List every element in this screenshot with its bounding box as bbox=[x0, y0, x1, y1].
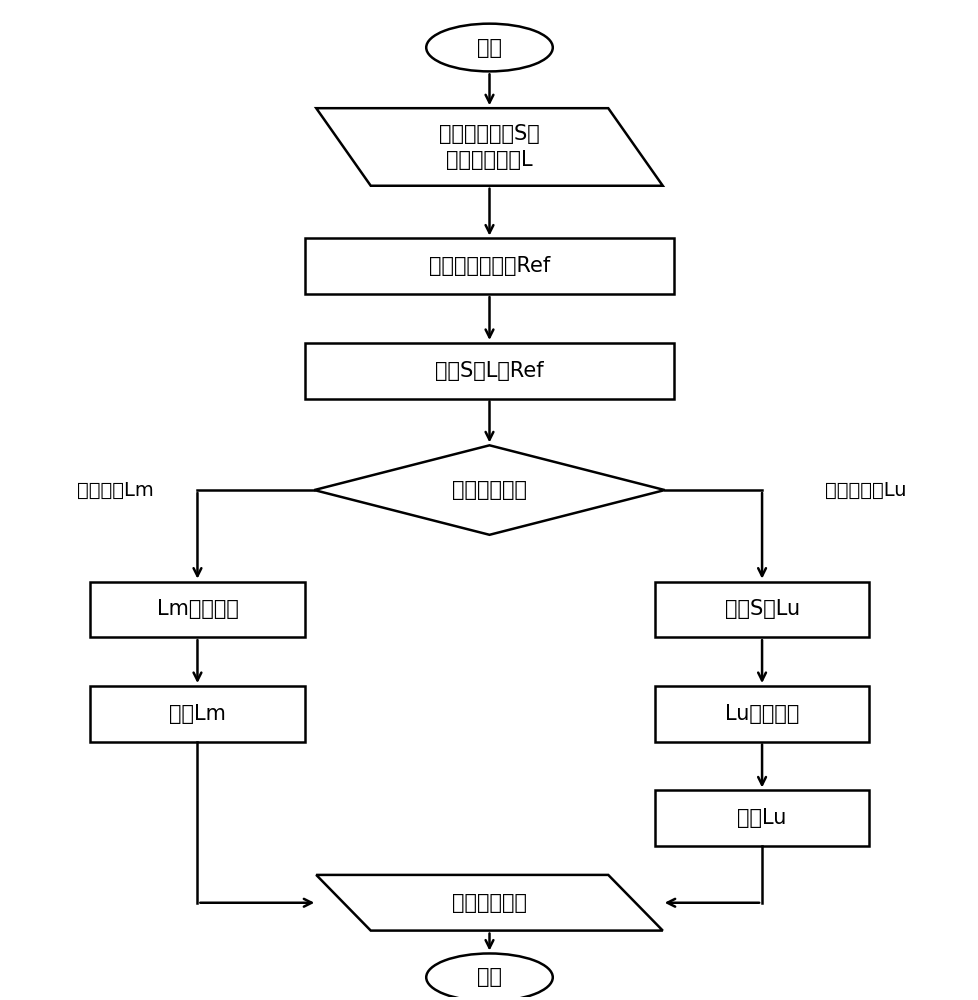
Text: 比对未成功Lu: 比对未成功Lu bbox=[824, 481, 906, 500]
Text: 制备伪参考序列Ref: 制备伪参考序列Ref bbox=[428, 256, 550, 276]
Text: 比对成功Lm: 比对成功Lm bbox=[77, 481, 154, 500]
Text: 开始: 开始 bbox=[476, 38, 502, 58]
Bar bbox=[654, 790, 868, 846]
Text: 停止: 停止 bbox=[476, 967, 502, 987]
Bar bbox=[90, 582, 304, 637]
Bar bbox=[304, 238, 674, 294]
Text: Lu杂合判断: Lu杂合判断 bbox=[724, 704, 798, 724]
Text: Lm杂合判断: Lm杂合判断 bbox=[156, 599, 239, 619]
Text: 比对S、L到Ref: 比对S、L到Ref bbox=[435, 361, 543, 381]
Text: 输出校正序列: 输出校正序列 bbox=[452, 893, 526, 913]
Bar bbox=[654, 686, 868, 742]
Text: 校正Lm: 校正Lm bbox=[169, 704, 226, 724]
Bar bbox=[304, 343, 674, 399]
Text: 比对成功判定: 比对成功判定 bbox=[452, 480, 526, 500]
Bar bbox=[90, 686, 304, 742]
Text: 二代测序数据S和
三代测序数据L: 二代测序数据S和 三代测序数据L bbox=[439, 124, 539, 170]
Text: 校正Lu: 校正Lu bbox=[736, 808, 786, 828]
Bar bbox=[654, 582, 868, 637]
Text: 比对S到Lu: 比对S到Lu bbox=[724, 599, 799, 619]
